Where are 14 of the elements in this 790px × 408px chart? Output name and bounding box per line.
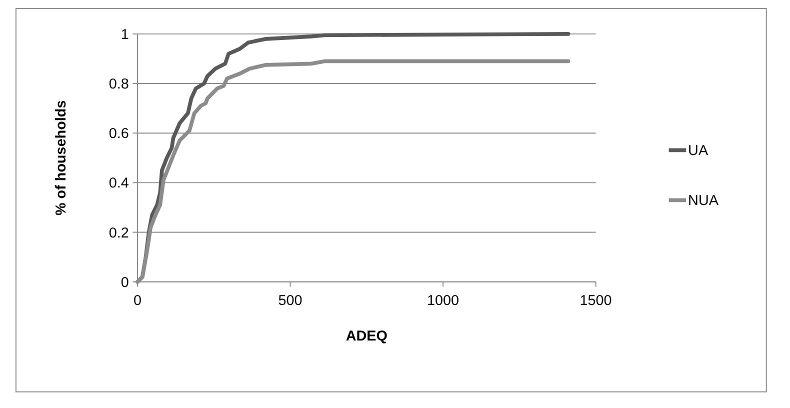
y-tick-label: 0.4 [108, 176, 129, 192]
y-tick-label: 0.6 [108, 126, 129, 142]
y-tick-label: 0.2 [108, 225, 129, 242]
x-tick-label: 1500 [580, 292, 612, 309]
legend-label: UA [688, 143, 708, 160]
y-tick-label: 0.8 [108, 76, 129, 93]
x-tick-label: 1000 [427, 292, 460, 309]
x-tick-label: 0 [134, 292, 142, 309]
y-axis-title: % of households [53, 100, 70, 216]
x-tick-label: 500 [278, 292, 302, 309]
legend-label: NUA [688, 193, 719, 210]
y-tick-label: 1 [120, 26, 129, 43]
x-axis-title: ADEQ [346, 328, 388, 344]
y-tick-label: 0 [120, 274, 129, 291]
